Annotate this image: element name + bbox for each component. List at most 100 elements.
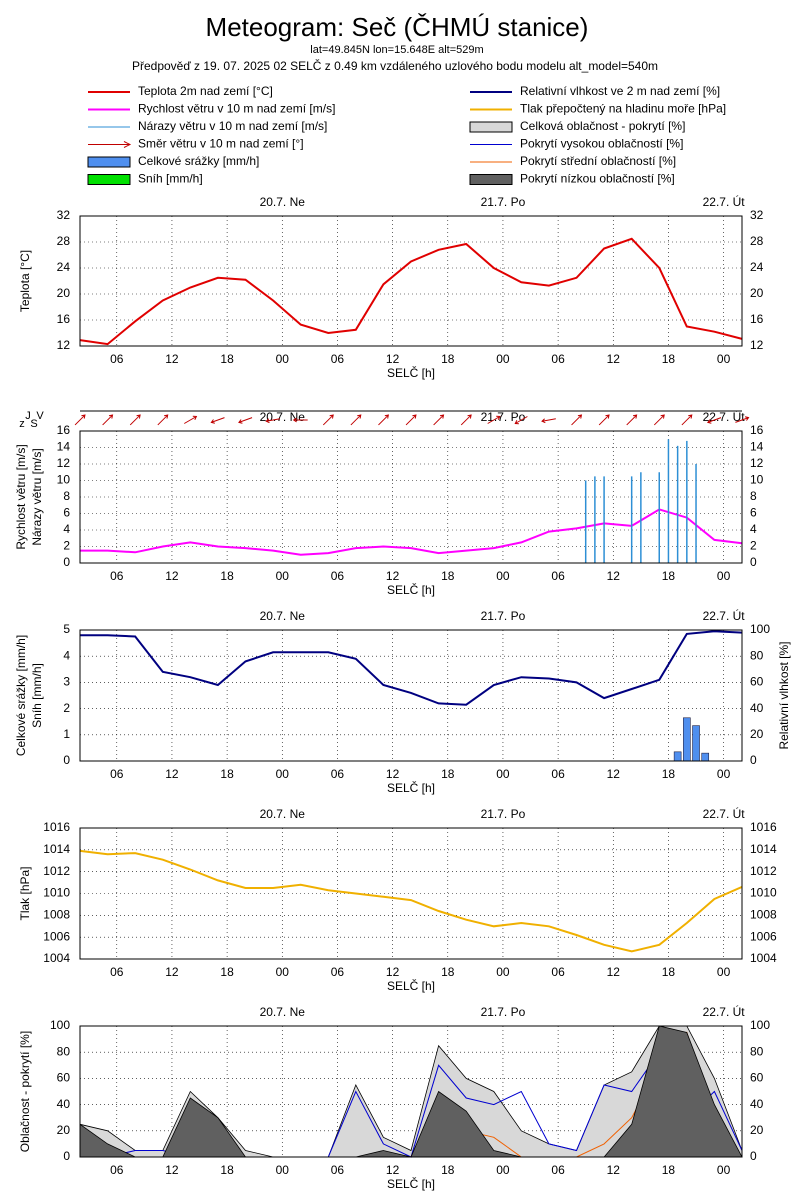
x-tick-label: 18 xyxy=(220,767,234,781)
x-tick-label: 00 xyxy=(717,569,731,583)
x-tick-label: 12 xyxy=(607,767,621,781)
x-tick-label: 12 xyxy=(165,352,179,366)
wind-arrow xyxy=(626,414,638,426)
x-axis-label: SELČ [h] xyxy=(387,365,435,380)
wind-arrow xyxy=(292,417,308,423)
y-tick-label: 5 xyxy=(63,622,70,636)
x-tick-label: 06 xyxy=(110,965,124,979)
x-tick-label: 18 xyxy=(441,965,455,979)
x-tick-label: 06 xyxy=(551,352,565,366)
day-label: 21.7. Po xyxy=(481,410,526,424)
y-tick-label-right: 24 xyxy=(750,260,764,274)
precip-bar xyxy=(692,725,700,762)
x-tick-label: 12 xyxy=(386,1163,400,1177)
y-tick-label-right: 1010 xyxy=(750,886,777,900)
wind-arrow xyxy=(735,416,750,423)
direction-label: J xyxy=(25,410,31,422)
y-tick-label-right: 0 xyxy=(750,1149,757,1163)
wind-arrow xyxy=(487,415,501,424)
x-tick-label: 00 xyxy=(496,352,510,366)
x-axis-label: SELČ [h] xyxy=(387,780,435,795)
x-tick-label: 00 xyxy=(276,965,290,979)
plot-frame xyxy=(79,1025,743,1158)
y-tick-label: 0 xyxy=(63,753,70,767)
x-tick-label: 18 xyxy=(220,352,234,366)
legend-label: Pokrytí střední oblačností [%] xyxy=(520,154,676,168)
x-tick-label: 18 xyxy=(441,1163,455,1177)
day-label: 20.7. Ne xyxy=(260,807,306,821)
wind-arrow xyxy=(681,414,693,426)
legend-swatch xyxy=(469,174,513,185)
y-axis-label-2: Sníh [mm/h] xyxy=(30,663,44,728)
x-tick-label: 12 xyxy=(607,965,621,979)
x-tick-label: 18 xyxy=(220,1163,234,1177)
x-tick-label: 18 xyxy=(441,352,455,366)
legend-label: Pokrytí vysokou oblačností [%] xyxy=(520,137,683,151)
direction-label: V xyxy=(36,410,44,422)
title: Meteogram: Seč (ČHMÚ stanice) xyxy=(206,12,589,42)
series-line xyxy=(80,508,743,556)
wind-arrow xyxy=(653,414,665,426)
y-tick-label: 20 xyxy=(57,1123,71,1137)
y-axis-label: Teplota [°C] xyxy=(18,250,32,312)
plot-frame xyxy=(79,629,743,762)
plot-frame xyxy=(79,215,743,347)
x-axis-label: SELČ [h] xyxy=(387,978,435,993)
legend-label: Sníh [mm/h] xyxy=(138,172,203,186)
y-tick-label: 1008 xyxy=(43,908,70,922)
x-tick-label: 18 xyxy=(662,569,676,583)
wind-arrow xyxy=(405,414,417,426)
day-label: 20.7. Ne xyxy=(260,410,306,424)
legend-label: Relativní vlhkost ve 2 m nad zemí [%] xyxy=(520,84,720,98)
y-tick-label: 20 xyxy=(57,286,71,300)
y2-tick-label: 0 xyxy=(750,753,757,767)
x-tick-label: 06 xyxy=(110,352,124,366)
plot-frame xyxy=(79,430,743,564)
wind-arrow xyxy=(378,414,390,426)
y-tick-label-right: 20 xyxy=(750,1123,764,1137)
wind-arrow xyxy=(350,414,362,426)
x-tick-label: 06 xyxy=(331,965,345,979)
wind-arrow xyxy=(102,414,114,426)
x-tick-label: 06 xyxy=(551,965,565,979)
y-tick-label: 1014 xyxy=(43,842,70,856)
wind-arrow xyxy=(598,414,610,426)
x-tick-label: 06 xyxy=(110,767,124,781)
y-tick-label-right: 1016 xyxy=(750,820,777,834)
y-tick-label-right: 4 xyxy=(750,522,757,536)
day-label: 20.7. Ne xyxy=(260,609,306,623)
day-label: 22.7. Út xyxy=(703,194,746,209)
legend-label: Teplota 2m nad zemí [°C] xyxy=(138,84,273,98)
y-tick-label-right: 1004 xyxy=(750,951,777,965)
day-label: 22.7. Út xyxy=(703,1004,746,1019)
x-tick-label: 12 xyxy=(607,569,621,583)
day-label: 22.7. Út xyxy=(703,608,746,623)
legend-label: Celková oblačnost - pokrytí [%] xyxy=(520,119,685,133)
legend-label: Pokrytí nízkou oblačností [%] xyxy=(520,172,675,186)
x-tick-label: 00 xyxy=(276,569,290,583)
y-tick-label-right: 1008 xyxy=(750,908,777,922)
wind-arrow xyxy=(210,417,225,424)
y-tick-label: 4 xyxy=(63,648,70,662)
x-tick-label: 06 xyxy=(331,767,345,781)
wind-arrow xyxy=(460,414,472,426)
y-tick-label: 1 xyxy=(63,727,70,741)
x-tick-label: 18 xyxy=(662,352,676,366)
y-tick-label: 0 xyxy=(63,1149,70,1163)
y-tick-label: 8 xyxy=(63,489,70,503)
y-tick-label-right: 16 xyxy=(750,312,764,326)
precip-bar xyxy=(701,752,710,762)
day-label: 22.7. Út xyxy=(703,806,746,821)
wind-arrow xyxy=(706,417,722,424)
forecast-info: Předpověď z 19. 07. 2025 02 SELČ z 0.49 … xyxy=(132,58,658,73)
y-tick-label: 12 xyxy=(57,338,71,352)
x-tick-label: 06 xyxy=(110,1163,124,1177)
y-axis-label: Tlak [hPa] xyxy=(18,866,32,920)
y-tick-label: 24 xyxy=(57,260,71,274)
legend-label: Celkové srážky [mm/h] xyxy=(138,154,259,168)
x-tick-label: 06 xyxy=(551,767,565,781)
wind-arrow xyxy=(74,414,86,426)
day-label: 21.7. Po xyxy=(481,195,526,209)
y-tick-label: 40 xyxy=(57,1097,71,1111)
